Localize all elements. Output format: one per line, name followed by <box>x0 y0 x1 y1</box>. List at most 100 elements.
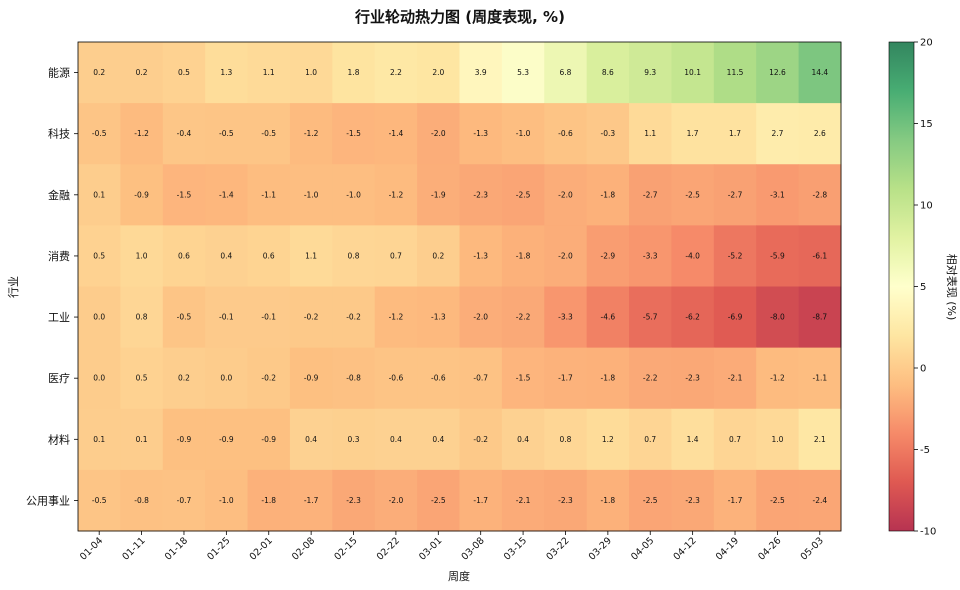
cell-value-label: -4.0 <box>685 251 700 260</box>
heatmap-cell <box>756 164 800 226</box>
cell-value-label: 2.1 <box>814 435 826 444</box>
y-tick-label: 公用事业 <box>26 494 70 507</box>
cell-value-label: 10.1 <box>684 68 701 77</box>
heatmap-cell <box>713 408 757 471</box>
cell-value-label: 1.1 <box>263 68 275 77</box>
heatmap-cell <box>417 347 460 410</box>
x-tick-label: 04-19 <box>714 535 741 562</box>
cell-value-label: -1.3 <box>473 251 488 260</box>
heatmap-cell <box>332 286 376 349</box>
heatmap-cell <box>247 469 291 532</box>
heatmap-cell <box>78 347 121 410</box>
cell-value-label: -2.2 <box>516 313 531 322</box>
heatmap-cell <box>459 225 503 287</box>
heatmap-cell <box>671 103 715 165</box>
heatmap-cell <box>205 42 249 104</box>
x-tick-label: 01-11 <box>120 535 147 562</box>
cell-value-label: 1.4 <box>687 435 699 444</box>
cell-value-label: -8.0 <box>770 313 785 322</box>
colorbar-ticks: -10 -5 0 5 10 15 20 <box>914 38 936 538</box>
heatmap-cell <box>205 225 249 287</box>
cell-value-label: 0.2 <box>432 251 444 260</box>
heatmap-cell <box>459 286 503 349</box>
cell-value-label: -1.2 <box>304 129 319 138</box>
cell-value-label: -2.7 <box>728 190 743 199</box>
heatmap-cell <box>671 225 715 287</box>
heatmap-cell <box>332 408 376 471</box>
cell-value-label: -5.2 <box>728 251 743 260</box>
heatmap-cell <box>120 103 164 165</box>
cell-value-label: 0.3 <box>348 435 360 444</box>
cell-value-label: 1.3 <box>220 68 232 77</box>
x-tick-label: 03-08 <box>460 535 487 562</box>
heatmap-cell <box>120 347 164 410</box>
heatmap-cell <box>162 469 206 532</box>
heatmap-cell <box>205 469 249 532</box>
cell-value-label: -6.1 <box>812 251 827 260</box>
cell-value-label: -6.2 <box>685 313 700 322</box>
heatmap-cell <box>756 347 800 410</box>
heatmap-cell <box>289 225 333 287</box>
cell-value-label: -2.9 <box>601 251 616 260</box>
cell-value-label: -1.8 <box>601 190 616 199</box>
x-tick-label: 02-22 <box>375 535 402 562</box>
heatmap-cell <box>78 408 121 471</box>
y-tick-label: 科技 <box>48 127 70 141</box>
x-tick-label: 02-08 <box>290 535 317 562</box>
cell-value-label: -1.8 <box>516 251 531 260</box>
cell-value-label: -1.7 <box>558 374 573 383</box>
cell-value-label: -0.2 <box>261 374 276 383</box>
heatmap-cell <box>289 469 333 532</box>
cell-value-label: 6.8 <box>560 68 572 77</box>
cell-value-label: -0.1 <box>219 313 234 322</box>
cell-value-label: 0.7 <box>390 251 402 260</box>
cell-value-label: 0.2 <box>136 68 148 77</box>
heatmap-cell <box>120 469 164 532</box>
heatmap-cell <box>120 225 164 287</box>
x-tick-label: 04-05 <box>629 535 656 562</box>
cell-value-label: 0.4 <box>432 435 444 444</box>
heatmap-cell <box>756 408 800 471</box>
y-tick-label: 金融 <box>48 188 70 202</box>
cell-value-label: -1.3 <box>431 313 446 322</box>
cell-value-label: 1.1 <box>305 251 317 260</box>
heatmap-cell <box>289 347 333 410</box>
cell-value-label: 1.0 <box>305 68 317 77</box>
chart-title: 行业轮动热力图 (周度表现, %) <box>354 8 565 26</box>
x-tick-label: 01-04 <box>78 535 105 562</box>
cell-value-label: -0.6 <box>558 129 573 138</box>
heatmap-cell <box>756 103 800 165</box>
cell-value-label: 8.6 <box>602 68 614 77</box>
heatmap-cell <box>501 347 545 410</box>
cell-value-label: -1.2 <box>389 190 404 199</box>
cell-value-label: -0.3 <box>601 129 616 138</box>
cell-value-label: -0.9 <box>177 435 192 444</box>
heatmap-cell <box>78 469 121 532</box>
x-axis-ticks: 01-04 01-11 01-18 01-25 02-01 02-08 02-15 02-22… <box>78 531 826 563</box>
cell-value-label: -0.2 <box>346 313 361 322</box>
cell-value-label: -1.0 <box>346 190 361 199</box>
heatmap-cell <box>120 408 164 471</box>
cell-value-label: -1.5 <box>177 190 192 199</box>
x-tick-label: 02-15 <box>332 535 359 562</box>
heatmap-cell <box>629 42 672 104</box>
cell-value-label: 0.6 <box>263 251 275 260</box>
heatmap-cell <box>671 408 715 471</box>
cell-value-label: -2.1 <box>516 496 531 505</box>
cell-value-label: -2.7 <box>643 190 658 199</box>
cell-value-label: 2.6 <box>814 129 826 138</box>
heatmap-cell <box>586 286 630 349</box>
cell-value-label: -1.0 <box>516 129 531 138</box>
cell-value-label: -0.8 <box>346 374 361 383</box>
heatmap-cell <box>459 164 503 226</box>
heatmap-cell <box>586 42 630 104</box>
cell-value-label: 9.3 <box>644 68 656 77</box>
cell-value-label: 12.6 <box>769 68 786 77</box>
cell-value-label: -0.9 <box>134 190 149 199</box>
heatmap-cell <box>120 42 164 104</box>
heatmap-cell <box>629 347 672 410</box>
cell-value-label: -2.5 <box>770 496 785 505</box>
heatmap-cell <box>78 225 121 287</box>
y-tick-label: 材料 <box>48 432 70 446</box>
heatmap-cell <box>798 164 842 226</box>
